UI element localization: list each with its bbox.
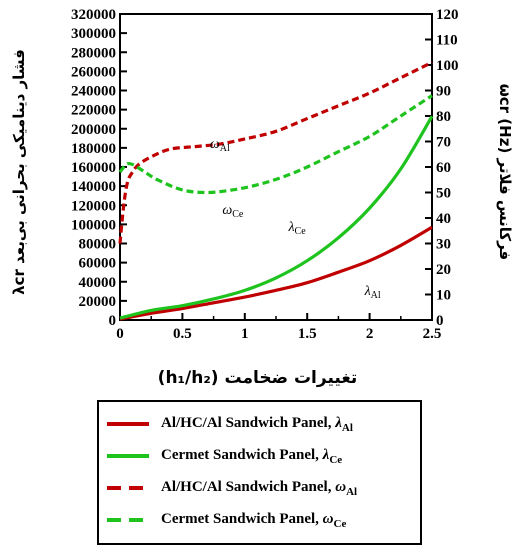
- legend-label-subscript: Ce: [329, 453, 343, 466]
- legend-label-symbol: λ: [322, 446, 330, 463]
- annotation-symbol: λ: [287, 220, 294, 235]
- y-right-tick-label: 80: [436, 109, 451, 125]
- annotation-subscript: Al: [220, 143, 230, 154]
- y-left-tick-label: 0: [109, 313, 117, 329]
- y-right-tick-label: 10: [436, 288, 451, 304]
- y-left-tick-label: 320000: [71, 7, 116, 23]
- curve-annotation-label: λCe: [287, 220, 306, 237]
- y-left-tick-label: 40000: [79, 275, 117, 291]
- y-right-tick-label: 50: [436, 186, 451, 202]
- curve-annotation-label: ωCe: [222, 203, 244, 220]
- chart-canvas: 0 0.5 1 1.5 2 2.50200004000060000800001000001…: [10, 7, 514, 342]
- legend-label-subscript: Al: [341, 421, 353, 434]
- legend-label: Cermet Sandwich Panel, λCe: [161, 447, 342, 466]
- legend-label-symbol: λ: [335, 414, 342, 431]
- chart-series-group: [118, 61, 434, 321]
- legend-label: Cermet Sandwich Panel, ωCe: [161, 511, 346, 530]
- x-tick-label: 0.5: [173, 326, 192, 342]
- y-right-tick-label: 120: [436, 7, 459, 23]
- x-axis-label: تغییرات ضخامت (h₁/h₂): [157, 368, 358, 388]
- y-left-tick-label: 220000: [71, 103, 116, 119]
- chart-legend: Al/HC/Al Sandwich Panel, λAl Cermet Sandw…: [97, 400, 422, 545]
- legend-label-text: Al/HC/Al Sandwich Panel,: [161, 478, 336, 495]
- legend-label-symbol: ω: [322, 510, 334, 527]
- legend-entry: Cermet Sandwich Panel, ωCe: [107, 504, 412, 536]
- annotation-subscript: Al: [371, 290, 381, 301]
- y-axis-left-label: فشار دینامیکی بحرانی بی‌بعد λcr: [10, 49, 28, 295]
- legend-swatch: [107, 518, 149, 522]
- legend-label-text: Cermet Sandwich Panel,: [161, 446, 323, 463]
- y-right-tick-label: 70: [436, 135, 451, 151]
- plot-frame: [119, 13, 433, 321]
- curve-annotation-label: ωAl: [210, 137, 230, 154]
- y-axis-right-label: فرکانس فلاتر (Hz) ωcr: [496, 84, 514, 261]
- legend-label-subscript: Al: [346, 485, 358, 498]
- y-left-tick-label: 280000: [71, 45, 116, 61]
- y-right-tick-label: 60: [436, 160, 451, 176]
- y-left-tick-label: 140000: [71, 179, 116, 195]
- y-right-tick-label: 30: [436, 237, 451, 253]
- annotation-symbol: ω: [222, 203, 232, 218]
- annotation-symbol: λ: [364, 284, 371, 299]
- legend-swatch: [107, 422, 149, 426]
- annotation-subscript: Ce: [232, 209, 244, 220]
- y-right-tick-label: 90: [436, 84, 451, 100]
- y-left-tick-label: 60000: [79, 256, 117, 272]
- legend-label: Al/HC/Al Sandwich Panel, λAl: [161, 415, 353, 434]
- annotation-subscript: Ce: [295, 226, 307, 237]
- y-right-tick-label: 40: [436, 211, 451, 227]
- x-tick-label: 0: [116, 326, 124, 342]
- x-tick-label: 1: [241, 326, 249, 342]
- y-left-tick-label: 260000: [71, 64, 116, 80]
- y-left-tick-label: 80000: [79, 237, 117, 253]
- legend-swatch: [107, 454, 149, 458]
- y-left-tick-label: 240000: [71, 84, 116, 100]
- y-right-tick-label: 20: [436, 262, 451, 278]
- y-right-tick-label: 100: [436, 58, 459, 74]
- y-left-tick-label: 300000: [71, 26, 116, 42]
- y-right-tick-label: 0: [436, 313, 444, 329]
- x-tick-label: 2: [366, 326, 374, 342]
- chart-axes: 0 0.5 1 1.5 2 2.50200004000060000800001000001…: [71, 7, 459, 342]
- legend-label-subscript: Ce: [333, 517, 347, 530]
- y-left-tick-label: 120000: [71, 198, 116, 214]
- x-tick-label: 1.5: [298, 326, 317, 342]
- y-left-tick-label: 180000: [71, 141, 116, 157]
- legend-label: Al/HC/Al Sandwich Panel, ωAl: [161, 479, 357, 498]
- legend-entry: Cermet Sandwich Panel, λCe: [107, 440, 412, 472]
- series-omega-ce-line: [118, 94, 433, 195]
- legend-label-text: Al/HC/Al Sandwich Panel,: [161, 414, 336, 431]
- y-left-tick-label: 160000: [71, 160, 116, 176]
- legend-label-symbol: ω: [335, 478, 347, 495]
- legend-entry: Al/HC/Al Sandwich Panel, ωAl: [107, 472, 412, 504]
- x-tick-label: 2.5: [423, 326, 442, 342]
- legend-label-text: Cermet Sandwich Panel,: [161, 510, 323, 527]
- y-left-tick-label: 200000: [71, 122, 116, 138]
- legend-entry: Al/HC/Al Sandwich Panel, λAl: [107, 408, 412, 440]
- series-lambda-ce-line: [119, 115, 434, 320]
- curve-annotation-label: λAl: [364, 284, 381, 301]
- legend-swatch: [107, 486, 149, 490]
- y-left-tick-label: 100000: [71, 217, 116, 233]
- y-right-tick-label: 110: [436, 33, 458, 49]
- annotation-symbol: ω: [210, 137, 220, 152]
- series-omega-al-line: [118, 61, 433, 244]
- series-lambda-al-line: [119, 225, 433, 321]
- y-left-tick-label: 20000: [79, 294, 117, 310]
